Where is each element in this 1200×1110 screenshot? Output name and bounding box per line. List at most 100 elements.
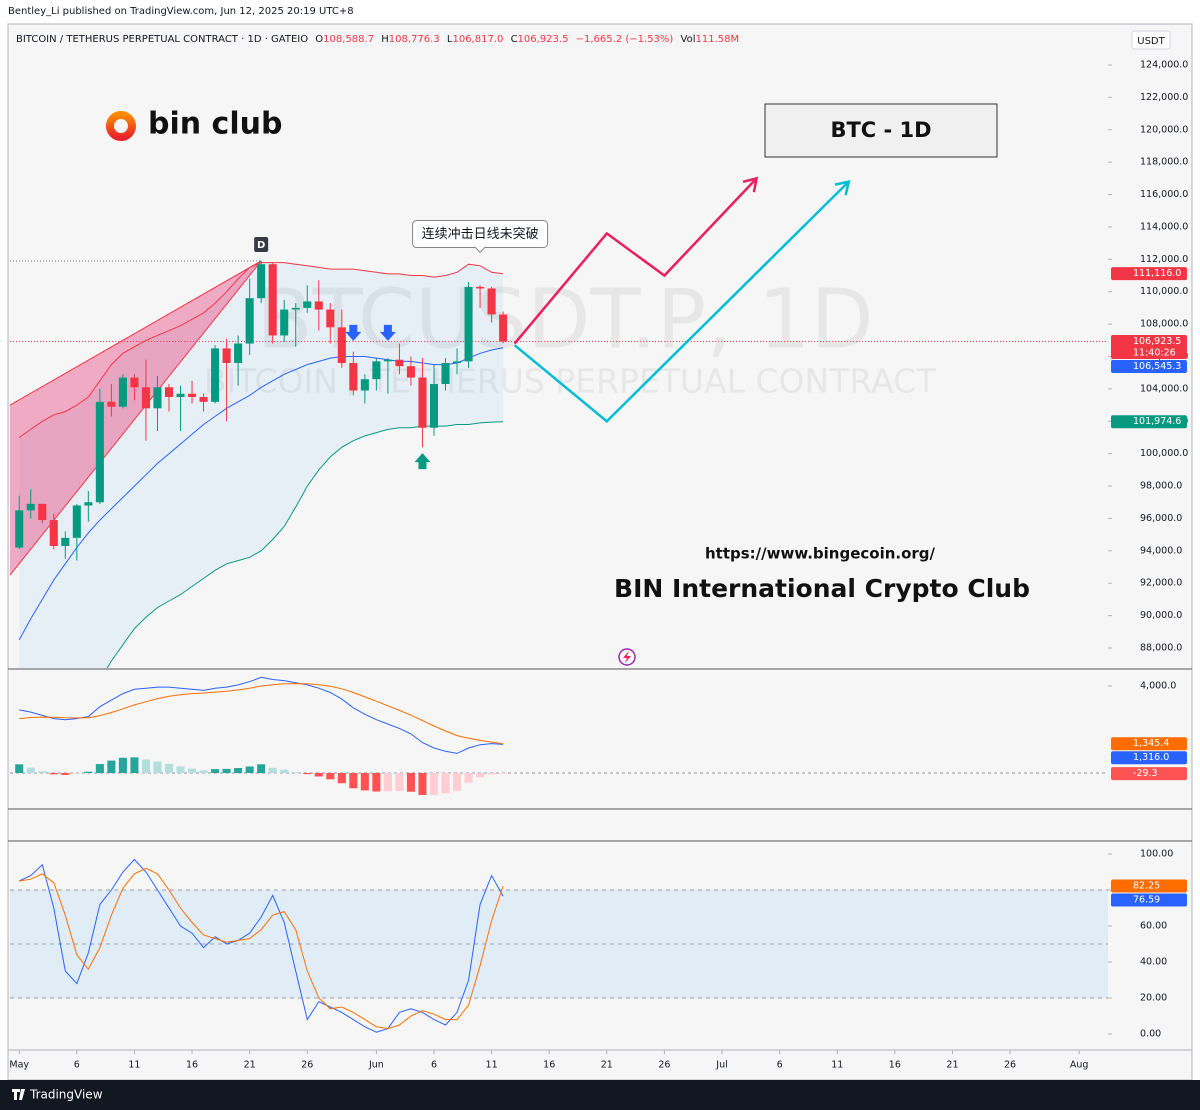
ohlc-legend: BITCOIN / TETHERUS PERPETUAL CONTRACT · … [16, 34, 739, 45]
signal-arrow [345, 324, 362, 341]
histogram-bar [464, 773, 473, 783]
watermark-subtitle: BITCOIN / TETHERUS PERPETUAL CONTRACT [204, 362, 937, 401]
histogram-bar [303, 773, 312, 775]
candle-body [211, 348, 220, 402]
y-tick-label: 100,000.0 [1140, 448, 1188, 459]
histogram-bar [188, 768, 197, 774]
candle-body [153, 387, 162, 409]
legend-key: H [381, 34, 389, 45]
candle-body [326, 309, 335, 328]
x-tick-label: 11 [486, 1060, 498, 1071]
projection-arrowhead [742, 176, 759, 193]
candle-body [314, 301, 323, 310]
y-tick-label: 88,000.0 [1140, 643, 1182, 654]
pattern-edge [10, 260, 262, 406]
histogram-bar [211, 769, 220, 774]
candle-body [141, 387, 150, 409]
logo: bin club [101, 91, 282, 143]
y-tick-label: 104,000.0 [1140, 383, 1188, 394]
candle-body [49, 520, 58, 546]
price-badge [1111, 360, 1187, 374]
histogram-bar [234, 768, 243, 774]
x-tick-label: 16 [543, 1060, 555, 1071]
candle-body [268, 264, 277, 336]
histogram-bar [130, 757, 139, 774]
price-badge-label: 101,974.6 [1133, 416, 1181, 427]
x-tick-label: 26 [301, 1060, 313, 1071]
candle-body [291, 307, 300, 310]
price-badge [1111, 267, 1187, 281]
y-tick-label: 120,000.0 [1140, 124, 1188, 135]
candle-body [61, 537, 70, 546]
histogram-bar [349, 773, 358, 789]
legend-value: 106,817.0 [452, 34, 503, 45]
logo-bowl [106, 111, 136, 141]
stoch-pane [10, 858, 1108, 1033]
candle-body [337, 327, 346, 363]
candle-body [245, 298, 254, 344]
x-tick-label: 26 [658, 1060, 670, 1071]
histogram-bar [441, 773, 450, 794]
macd-line [19, 683, 504, 745]
candle-body [406, 366, 415, 378]
histogram-bar [72, 773, 81, 774]
candle-body [222, 348, 231, 363]
x-tick-label: 6 [74, 1060, 80, 1071]
y-tick-label: 116,000.0 [1140, 189, 1188, 200]
x-tick-label: Aug [1070, 1060, 1089, 1071]
x-tick-label: 21 [946, 1060, 958, 1071]
candle-body [15, 510, 24, 548]
legend-key: Vol [681, 34, 696, 45]
currency-label: USDT [1137, 36, 1165, 47]
y-tick-label: 110,000.0 [1140, 286, 1188, 297]
price-badge [1111, 415, 1187, 429]
legend-key: L [447, 34, 453, 45]
symbol-title: BITCOIN / TETHERUS PERPETUAL CONTRACT · … [16, 34, 308, 45]
band-fill [10, 890, 1108, 998]
x-tick-label: 11 [831, 1060, 843, 1071]
histogram-bar [164, 763, 174, 774]
histogram-bar [406, 773, 415, 792]
candle-body [38, 503, 47, 521]
price-badge-label: 82.25 [1133, 880, 1160, 891]
candle-body [107, 401, 116, 407]
y-tick-label: 112,000.0 [1140, 254, 1188, 265]
histogram-bar [291, 772, 300, 774]
legend-value: 106,923.5 [518, 34, 569, 45]
price-badge-countdown: 11:40:26 [1133, 348, 1176, 359]
histogram-bar [176, 766, 185, 774]
macd-pane [10, 676, 1108, 795]
histogram-bar [222, 768, 231, 774]
legend-change: −1,665.2 (−1.53%) [576, 34, 674, 45]
x-tick-label: 21 [601, 1060, 613, 1071]
x-tick-label: 16 [186, 1060, 198, 1071]
histogram-bar [15, 764, 24, 774]
price-badge-label: 1,316.0 [1133, 752, 1169, 763]
footer-bar [0, 1080, 1200, 1110]
candle-body [280, 309, 289, 336]
candle-body [234, 343, 243, 363]
title-box-text: BTC - 1D [830, 118, 931, 142]
event-icon-bolt [623, 651, 631, 663]
candle-body [130, 377, 139, 388]
histogram-bar [418, 773, 427, 795]
y-tick-label: 4,000.0 [1140, 681, 1176, 692]
callout-text: 连续冲击日线未突破 [422, 226, 539, 242]
candle-body [429, 384, 439, 428]
pattern-label-box [254, 236, 269, 252]
price-badge-label: 106,923.5 [1133, 336, 1181, 347]
candle-body [372, 361, 381, 380]
candle-body [72, 505, 81, 538]
price-badge [1111, 737, 1187, 751]
histogram-bar [199, 770, 208, 774]
projection-arrowhead [834, 179, 851, 196]
candle-body [360, 379, 369, 391]
legend-value: 108,588.7 [323, 34, 374, 45]
candle-body [499, 314, 508, 342]
x-tick-label: 6 [777, 1060, 783, 1071]
price-badge-label: 76.59 [1133, 894, 1160, 905]
histogram-bar [280, 769, 289, 774]
legend-key: C [511, 34, 518, 45]
y-tick-label: 98,000.0 [1140, 481, 1182, 492]
